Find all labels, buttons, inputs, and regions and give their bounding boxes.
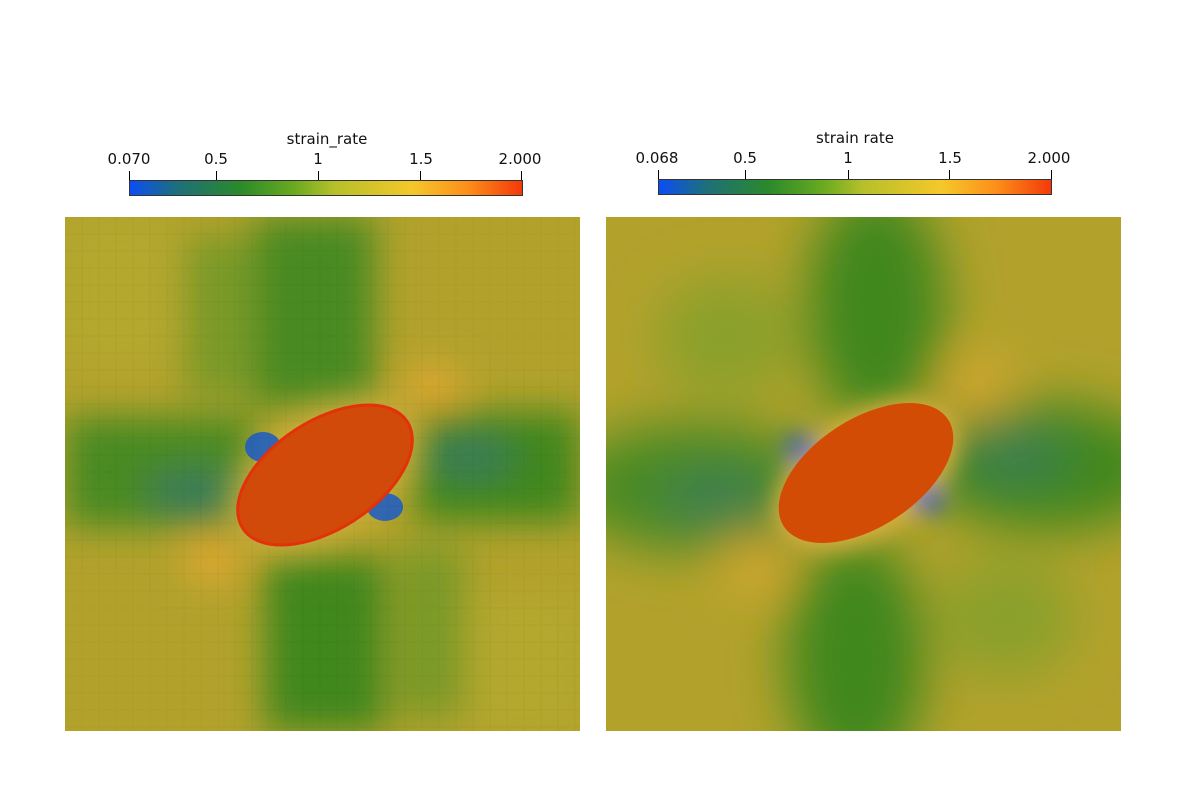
left-field-plot (65, 217, 580, 731)
left-tick-mark (216, 171, 217, 181)
left-tick-mark (521, 171, 522, 181)
right-tick-label: 0.5 (733, 149, 757, 167)
right-field-plot (606, 217, 1121, 731)
left-tick-mark (420, 171, 421, 181)
right-inclusion (778, 403, 954, 543)
left-tick-label: 1.5 (409, 150, 433, 168)
right-tick-label: 2.000 (1027, 149, 1071, 167)
right-tick-mark (848, 170, 849, 180)
right-tick-mark (658, 170, 659, 180)
right-tick-mark (745, 170, 746, 180)
left-tick-mark (318, 171, 319, 181)
left-colorbar-gradient (129, 180, 523, 196)
left-tick-mark (129, 171, 130, 181)
right-colorbar-gradient (658, 179, 1052, 195)
right-colorbar-title: strain rate (816, 129, 894, 147)
left-tick-label: 0.070 (107, 150, 151, 168)
right-tick-mark (949, 170, 950, 180)
left-tick-label: 1 (313, 150, 323, 168)
right-tick-label: 1.5 (938, 149, 962, 167)
left-tick-label: 2.000 (498, 150, 542, 168)
left-colorbar-title: strain_rate (286, 130, 368, 148)
left-tick-label: 0.5 (204, 150, 228, 168)
right-tick-label: 1 (843, 149, 853, 167)
right-tick-mark (1051, 170, 1052, 180)
right-tick-label: 0.068 (635, 149, 679, 167)
left-inclusion (236, 403, 414, 547)
